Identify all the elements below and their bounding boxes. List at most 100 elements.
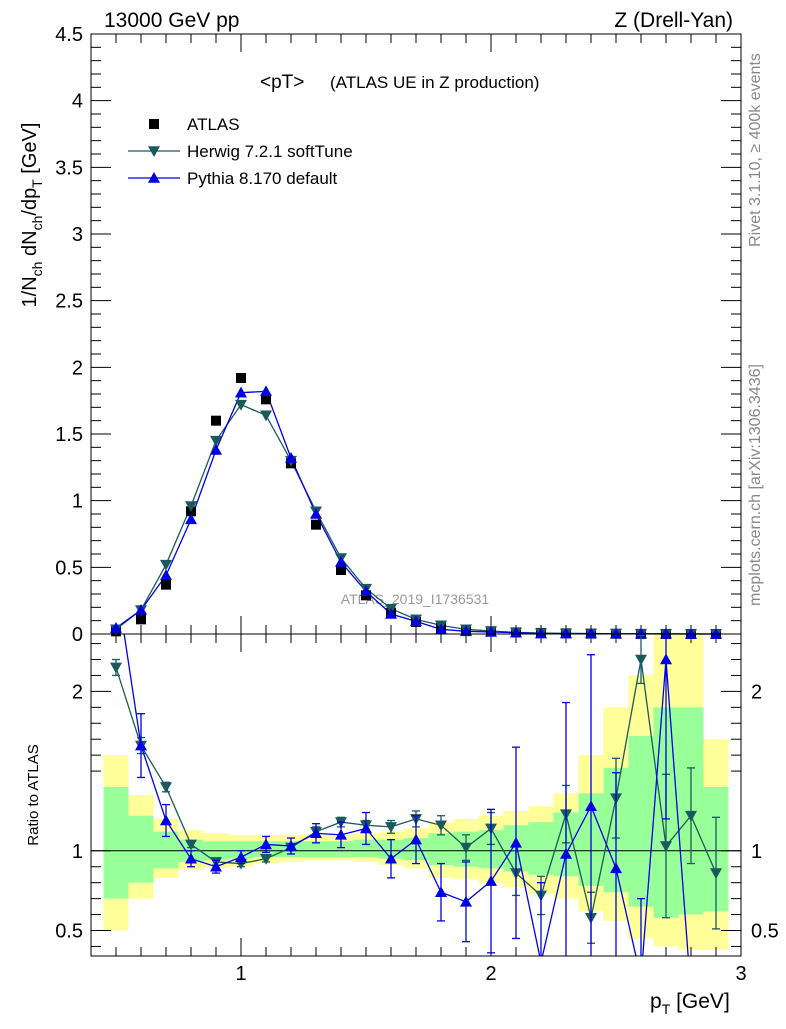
data-point bbox=[460, 625, 472, 637]
legend-label: Pythia 8.170 default bbox=[187, 169, 338, 188]
data-point bbox=[236, 373, 246, 383]
data-point bbox=[336, 565, 346, 575]
ratio-y-tick-label-right: 2 bbox=[751, 681, 762, 703]
y-tick-label: 0.5 bbox=[55, 557, 83, 579]
ratio-point bbox=[110, 662, 122, 674]
data-point bbox=[385, 608, 397, 619]
data-point bbox=[135, 604, 147, 615]
data-point bbox=[311, 519, 321, 530]
svg-text:1/Nch dNch/dpT [GeV]: 1/Nch dNch/dpT [GeV] bbox=[19, 123, 45, 308]
ratio-point bbox=[610, 862, 622, 874]
data-point bbox=[260, 410, 272, 422]
ratio-point bbox=[135, 739, 147, 751]
band-inner bbox=[103, 707, 729, 918]
ratio-y-tick-label-right: 0.5 bbox=[751, 920, 779, 942]
ratio-frame bbox=[90, 633, 742, 957]
ratio-y-tick-label: 1 bbox=[72, 841, 83, 863]
y-tick-label: 3 bbox=[72, 224, 83, 246]
y-tick-label: 4.5 bbox=[55, 24, 83, 46]
ratio-point bbox=[510, 836, 522, 848]
data-point bbox=[136, 614, 146, 625]
legend-marker bbox=[148, 146, 160, 157]
data-point bbox=[535, 627, 547, 639]
data-point bbox=[560, 627, 572, 639]
data-point bbox=[210, 435, 222, 447]
ratio-point bbox=[485, 875, 497, 886]
header-process-label: Z (Drell-Yan) bbox=[614, 9, 733, 32]
y-tick-label: 1 bbox=[72, 491, 83, 513]
ratio-point bbox=[160, 814, 172, 826]
plot-title-sub: (ATLAS UE in Z production) bbox=[330, 73, 539, 92]
ratio-y-tick-label: 2 bbox=[72, 681, 83, 703]
data-point bbox=[285, 452, 297, 463]
mcplots-label: mcplots.cern.ch [arXiv:1306.3436] bbox=[747, 364, 764, 606]
ratio-point bbox=[160, 782, 172, 794]
ratio-point bbox=[185, 852, 197, 864]
data-point bbox=[185, 501, 197, 512]
ratio-point bbox=[385, 852, 397, 864]
ratio-point bbox=[360, 822, 372, 834]
data-point bbox=[260, 385, 272, 397]
data-point bbox=[185, 513, 197, 525]
ratio-point bbox=[585, 800, 597, 811]
data-point bbox=[435, 623, 447, 635]
ratio-point bbox=[410, 833, 422, 845]
y-tick-label: 1.5 bbox=[55, 424, 83, 446]
header-beam-label: 13000 GeV pp bbox=[104, 9, 239, 32]
data-point bbox=[110, 622, 122, 633]
data-point bbox=[235, 386, 247, 398]
ratio-point bbox=[335, 828, 347, 840]
legend-label: Herwig 7.2.1 softTune bbox=[187, 142, 353, 161]
ratio-point bbox=[660, 653, 672, 665]
y-tick-label: 2.5 bbox=[55, 291, 83, 313]
data-point bbox=[610, 627, 622, 639]
ratio-point bbox=[260, 838, 272, 850]
y-tick-label: 4 bbox=[72, 91, 83, 113]
ratio-series bbox=[110, 574, 722, 983]
plot-title-main: <pT> bbox=[260, 72, 304, 93]
data-point bbox=[310, 508, 322, 519]
x-tick-label: 1 bbox=[235, 963, 246, 985]
ratio-point bbox=[460, 842, 472, 854]
x-tick-label: 3 bbox=[735, 963, 746, 985]
ratio-axis-ticks: 0.5 0.5 1 1 2 2 1 2 3 bbox=[55, 634, 779, 985]
ratio-point bbox=[285, 840, 297, 851]
ratio-point bbox=[685, 810, 697, 822]
ratio-point bbox=[110, 574, 122, 585]
data-point bbox=[410, 615, 422, 627]
y-tick-label: 0 bbox=[72, 624, 83, 646]
data-point bbox=[660, 627, 672, 639]
ratio-point bbox=[710, 868, 722, 880]
data-point bbox=[261, 394, 271, 405]
legend-marker bbox=[149, 119, 159, 129]
data-point bbox=[360, 585, 372, 597]
ratio-point bbox=[310, 827, 322, 839]
ratio-point bbox=[185, 839, 197, 851]
ratio-point bbox=[535, 956, 547, 967]
data-point bbox=[160, 559, 172, 571]
rivet-version-label: Rivet 3.1.10, ≥ 400k events bbox=[747, 53, 764, 247]
top-ylabel: 1/Nch dNch/dpT [GeV] bbox=[19, 123, 45, 308]
ratio-point bbox=[385, 822, 397, 833]
ratio-point bbox=[635, 972, 647, 983]
ratio-y-tick-label-right: 1 bbox=[751, 841, 762, 863]
data-point bbox=[685, 627, 697, 639]
ratio-point bbox=[435, 886, 447, 898]
ratio-ylabel: Ratio to ATLAS bbox=[25, 744, 42, 845]
svg-text:pT [GeV]: pT [GeV] bbox=[650, 990, 730, 1017]
y-tick-label: 2 bbox=[72, 357, 83, 379]
data-point bbox=[161, 579, 171, 590]
legend-marker bbox=[148, 172, 160, 183]
ratio-point bbox=[210, 860, 222, 872]
ratio-point bbox=[235, 851, 247, 862]
data-point bbox=[335, 556, 347, 567]
ratio-point bbox=[560, 847, 572, 859]
data-point bbox=[160, 569, 172, 581]
ratio-series-clipped bbox=[110, 574, 722, 983]
ratio-point bbox=[660, 841, 672, 853]
top-axis-ticks: 0 0.5 1 1.5 2 2.5 3 3.5 4 4.5 bbox=[55, 24, 742, 646]
data-point bbox=[211, 415, 221, 426]
data-point bbox=[585, 627, 597, 639]
legend: ATLAS Herwig 7.2.1 softTune Pythia 8.170 d… bbox=[128, 115, 353, 188]
